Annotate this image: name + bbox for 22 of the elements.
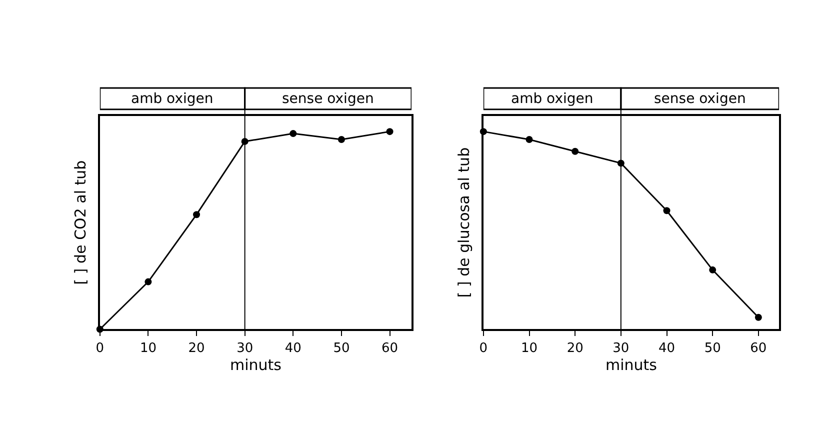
x-tick-label: 40: [284, 340, 302, 356]
x-tick-label: 30: [236, 340, 254, 356]
x-tick-label: 60: [381, 340, 398, 356]
x-axis-title: minuts: [230, 356, 282, 374]
x-axis-title: minuts: [605, 356, 658, 374]
text: amb oxigen: [131, 91, 214, 107]
x-tick-label: 20: [188, 340, 205, 356]
x-tick-label: 40: [658, 340, 676, 356]
text: sense oxigen: [282, 91, 374, 107]
x-tick-label: 0: [96, 340, 104, 356]
y-axis-title: [ ] de CO2 al tub: [72, 160, 90, 285]
text: sense oxigen: [654, 91, 746, 107]
x-tick-label: 30: [612, 340, 630, 356]
y-axis-title: [ ] de glucosa al tub: [455, 147, 474, 298]
x-tick-label: 50: [704, 340, 721, 356]
text: amb oxigen: [511, 91, 594, 107]
x-tick-label: 0: [479, 340, 488, 356]
x-tick-label: 10: [520, 340, 538, 356]
x-tick-label: 20: [566, 340, 584, 356]
x-tick-label: 50: [333, 340, 350, 356]
x-tick-label: 10: [140, 340, 156, 356]
x-tick-label: 60: [750, 340, 767, 356]
